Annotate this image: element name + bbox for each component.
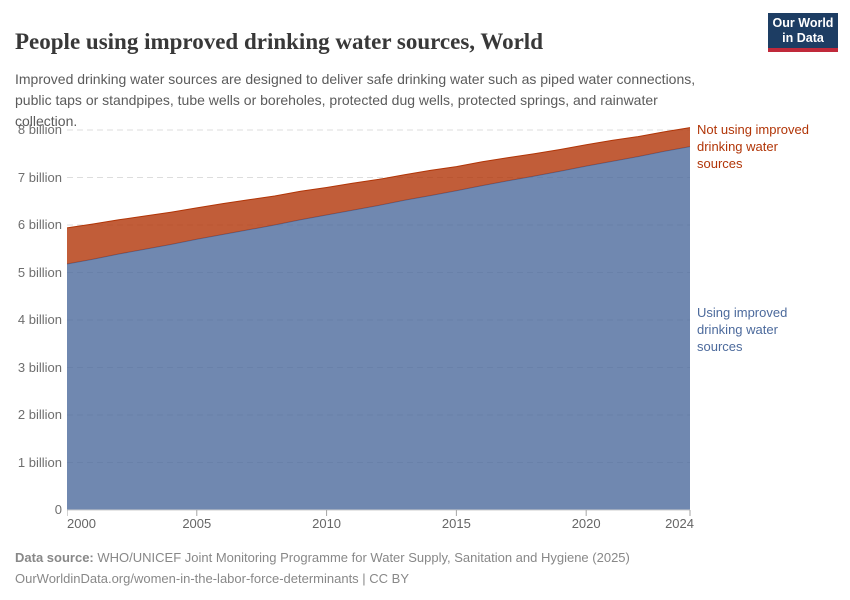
y-axis-label-0: 0	[54, 502, 62, 517]
y-axis-label-8: 8 billion	[17, 122, 62, 137]
y-axis-label-4: 4 billion	[17, 312, 62, 327]
x-axis-label-2010: 2010	[312, 516, 342, 531]
series-label-not-using-improved: Not using improved drinking water source…	[697, 122, 809, 171]
data-source-label: Data source:	[15, 550, 94, 565]
x-axis-label-2020: 2020	[571, 516, 601, 531]
y-axis-label-3: 3 billion	[17, 359, 62, 375]
x-axis-label-2024: 2024	[665, 516, 694, 531]
page-title: People using improved drinking water sou…	[15, 29, 543, 55]
x-axis-label-2005: 2005	[182, 516, 212, 531]
series-label-using-improved: Using improved drinking water sources	[697, 305, 788, 354]
data-source-line: Data source: WHO/UNICEF Joint Monitoring…	[15, 547, 835, 568]
chart-subtitle: Improved drinking water sources are desi…	[15, 71, 696, 129]
y-axis-label-6: 6 billion	[17, 217, 62, 232]
area-series-1[interactable]	[67, 127, 690, 264]
y-axis-label-7: 7 billion	[17, 169, 62, 185]
owid-logo-line1: Our World	[772, 16, 834, 30]
stacked-area-plot[interactable]	[67, 110, 693, 520]
owid-logo-line2: in Data	[782, 31, 824, 45]
area-series-0[interactable]	[67, 146, 690, 510]
area-top-edge-1	[67, 127, 691, 229]
y-axis-label-1: 1 billion	[17, 454, 62, 470]
chart-footer: Data source: WHO/UNICEF Joint Monitoring…	[15, 547, 835, 589]
y-axis-label-2: 2 billion	[17, 407, 62, 422]
y-axis-label-5: 5 billion	[17, 264, 62, 280]
citation-link[interactable]: OurWorldinData.org/women-in-the-labor-fo…	[15, 571, 410, 586]
x-axis-label-2000: 2000	[67, 516, 96, 531]
x-axis-label-2015: 2015	[441, 516, 471, 531]
data-source-text: WHO/UNICEF Joint Monitoring Programme fo…	[93, 550, 630, 565]
citation-line: OurWorldinData.org/women-in-the-labor-fo…	[15, 568, 835, 589]
owid-logo[interactable]: Our World in Data	[768, 13, 838, 52]
